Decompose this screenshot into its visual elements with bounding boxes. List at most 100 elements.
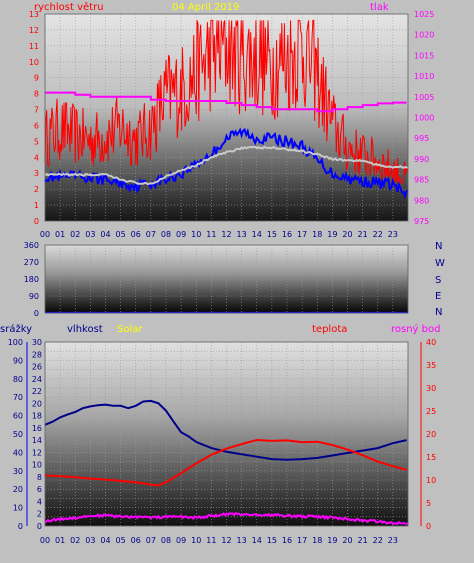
- plot-frame: [44, 244, 409, 314]
- humidity-tick-label: 24: [32, 375, 42, 384]
- pressure-tick-label: 990: [414, 155, 429, 164]
- wind-tick-label: 11: [29, 42, 39, 51]
- hour-tick-label: 17: [297, 536, 307, 545]
- wind-tick-label: 5: [34, 137, 39, 146]
- hour-tick-label: 08: [161, 230, 171, 239]
- hour-tick-label: 02: [70, 536, 80, 545]
- direction-label-w: W: [435, 258, 445, 269]
- hour-tick-label: 15: [267, 536, 277, 545]
- temperature-tick-label: 0: [426, 522, 431, 531]
- wind-tick-label: 7: [34, 106, 39, 115]
- temperature-tick-label: 20: [426, 430, 436, 439]
- direction-tick-label: 90: [29, 292, 39, 301]
- humidity-tick-label: 14: [32, 436, 42, 445]
- hour-tick-label: 13: [237, 536, 247, 545]
- rain-axis-label: srážky: [0, 323, 32, 335]
- pressure-tick-label: 1015: [414, 51, 434, 60]
- wind-trend-line: [44, 145, 409, 186]
- hour-tick-label: 12: [221, 230, 231, 239]
- direction-label-n-bottom: N: [435, 307, 442, 318]
- hour-tick-label: 20: [342, 230, 352, 239]
- hour-tick-label: 16: [282, 536, 292, 545]
- direction-tick-label: 360: [24, 241, 39, 250]
- temperature-tick-label: 15: [426, 453, 436, 462]
- temperature-tick-label: 40: [426, 338, 436, 347]
- wind-tick-label: 4: [34, 153, 39, 162]
- panel-grid: [44, 342, 409, 526]
- wind-tick-label: 12: [29, 26, 39, 35]
- direction-label-e: E: [435, 291, 441, 302]
- humidity-tick-label: 26: [32, 363, 42, 372]
- pressure-line: [45, 91, 407, 113]
- humidity-tick-label: 22: [32, 387, 42, 396]
- hour-tick-label: 00: [40, 230, 50, 239]
- chart-title: 04 April 2019: [172, 2, 239, 13]
- temperature-tick-label: 25: [426, 407, 436, 416]
- wind-gust-line: [44, 19, 409, 190]
- hour-tick-label: 07: [146, 230, 156, 239]
- hour-tick-label: 09: [176, 536, 186, 545]
- hour-tick-label: 09: [176, 230, 186, 239]
- hour-tick-label: 14: [252, 536, 262, 545]
- hour-tick-label: 18: [312, 536, 322, 545]
- wind-tick-label: 6: [34, 121, 39, 130]
- hour-tick-label: 05: [116, 230, 126, 239]
- hour-tick-label: 22: [373, 230, 383, 239]
- temperature-axis-label: teplota: [312, 324, 347, 335]
- rain-tick-label: 90: [13, 356, 23, 365]
- direction-label-n-top: N: [435, 241, 442, 252]
- pressure-tick-label: 995: [414, 134, 429, 143]
- hour-tick-label: 02: [70, 230, 80, 239]
- humidity-tick-label: 30: [32, 338, 42, 347]
- wind-tick-label: 8: [34, 90, 39, 99]
- humidity-tick-label: 12: [32, 448, 42, 457]
- hour-tick-label: 03: [85, 230, 95, 239]
- pressure-tick-label: 975: [414, 217, 429, 226]
- hour-tick-label: 10: [191, 230, 201, 239]
- hour-tick-label: 00: [40, 536, 50, 545]
- wind-tick-label: 1: [34, 201, 39, 210]
- hour-tick-label: 21: [358, 230, 368, 239]
- humidity-tick-label: 28: [32, 350, 42, 359]
- pressure-tick-label: 1025: [414, 10, 434, 19]
- direction-tick-label: 0: [34, 309, 39, 318]
- hour-tick-label: 04: [100, 536, 110, 545]
- hour-tick-label: 21: [358, 536, 368, 545]
- pressure-tick-label: 1010: [414, 72, 434, 81]
- humidity-tick-label: 4: [37, 497, 42, 506]
- hour-tick-label: 18: [312, 230, 322, 239]
- direction-tick-label: 270: [24, 258, 39, 267]
- temperature-line: [44, 438, 407, 487]
- plot-frame: [44, 13, 409, 222]
- hour-tick-label: 07: [146, 536, 156, 545]
- rain-tick-label: 60: [13, 412, 23, 421]
- humidity-tick-label: 10: [32, 461, 42, 470]
- humidity-tick-label: 16: [32, 424, 42, 433]
- wind-axis-label: rychlost větru: [34, 1, 104, 13]
- hour-tick-label: 16: [282, 230, 292, 239]
- dewpoint-line: [44, 511, 409, 526]
- wind-tick-label: 0: [34, 217, 39, 226]
- hour-tick-label: 19: [327, 536, 337, 545]
- hour-tick-label: 20: [342, 536, 352, 545]
- wind-tick-label: 10: [29, 58, 39, 67]
- pressure-tick-label: 1005: [414, 93, 434, 102]
- humidity-tick-label: 18: [32, 412, 42, 421]
- hour-tick-label: 17: [297, 230, 307, 239]
- rain-tick-label: 100: [8, 338, 23, 347]
- pressure-axis-label: tlak: [370, 2, 389, 13]
- humidity-tick-label: 0: [37, 522, 42, 531]
- humidity-tick-label: 2: [37, 510, 42, 519]
- wind-tick-label: 3: [34, 169, 39, 178]
- pressure-tick-label: 1000: [414, 114, 434, 123]
- wind-tick-label: 13: [29, 10, 39, 19]
- plot-frame: [44, 341, 409, 527]
- rain-tick-label: 50: [13, 430, 23, 439]
- rain-tick-label: 40: [13, 448, 23, 457]
- hour-tick-label: 06: [131, 230, 141, 239]
- hour-tick-label: 11: [206, 536, 216, 545]
- humidity-axis-label: vlhkost: [67, 324, 103, 335]
- temperature-tick-label: 10: [426, 476, 436, 485]
